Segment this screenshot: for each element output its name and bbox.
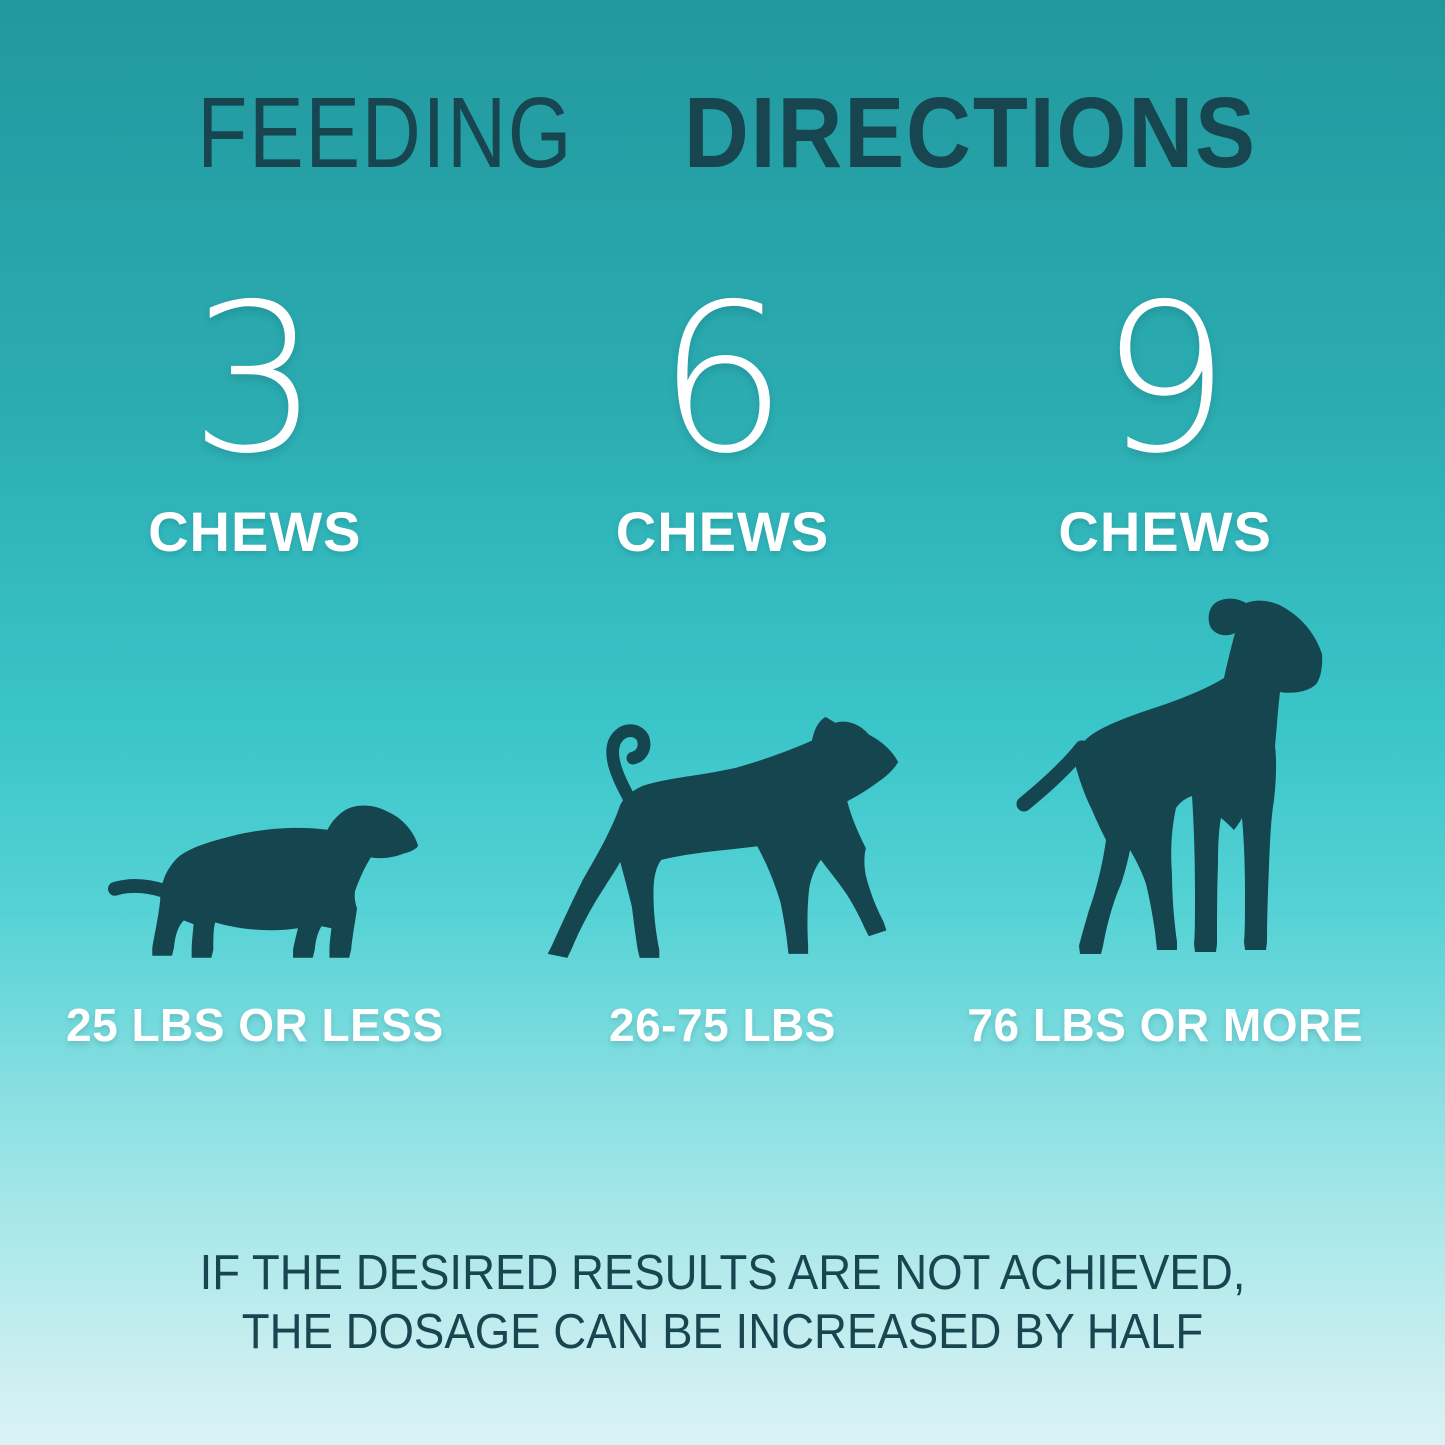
chew-count-large-dog: 9 CHEWS bbox=[924, 278, 1406, 564]
chew-count-number: 3 bbox=[189, 261, 321, 499]
dosage-note-line1: IF THE DESIRED RESULTS ARE NOT ACHIEVED, bbox=[199, 1246, 1246, 1300]
large-dog-column bbox=[963, 592, 1445, 960]
page-title: FEEDING DIRECTIONS bbox=[0, 76, 1445, 191]
chew-count-number: 9 bbox=[1099, 261, 1231, 499]
weight-range-large: 76 LBS OR MORE bbox=[924, 998, 1406, 1052]
chew-count-small-dog: 3 CHEWS bbox=[14, 278, 496, 564]
title-word-feeding: FEEDING bbox=[197, 77, 574, 189]
chew-count-unit: CHEWS bbox=[615, 500, 830, 563]
chew-count-unit: CHEWS bbox=[148, 500, 362, 563]
weight-range-medium: 26-75 LBS bbox=[482, 998, 964, 1052]
weight-ranges-row: 25 LBS OR LESS 26-75 LBS 76 LBS OR MORE bbox=[0, 998, 1445, 1052]
dosage-note-line2: THE DOSAGE CAN BE INCREASED BY HALF bbox=[241, 1304, 1204, 1359]
medium-dog-column bbox=[482, 592, 964, 960]
title-word-directions: DIRECTIONS bbox=[684, 77, 1258, 189]
chew-count-number: 6 bbox=[657, 261, 788, 499]
weight-range-small: 25 LBS OR LESS bbox=[14, 998, 496, 1052]
weight-range-label: 76 LBS OR MORE bbox=[967, 999, 1363, 1051]
weight-range-label: 26-75 LBS bbox=[609, 999, 836, 1051]
chew-count-medium-dog: 6 CHEWS bbox=[482, 278, 964, 564]
chew-count-unit: CHEWS bbox=[1058, 500, 1272, 563]
dosage-note: IF THE DESIRED RESULTS ARE NOT ACHIEVED,… bbox=[0, 1244, 1445, 1362]
dog-silhouettes-row bbox=[0, 592, 1445, 960]
small-basset-hound-silhouette-icon bbox=[108, 805, 419, 958]
chew-counts-row: 3 CHEWS 6 CHEWS 9 CHEWS bbox=[0, 278, 1445, 564]
medium-walking-dog-silhouette-icon bbox=[548, 717, 899, 958]
large-great-dane-silhouette-icon bbox=[1016, 598, 1323, 954]
weight-range-label: 25 LBS OR LESS bbox=[66, 999, 444, 1051]
small-dog-column bbox=[0, 592, 482, 960]
